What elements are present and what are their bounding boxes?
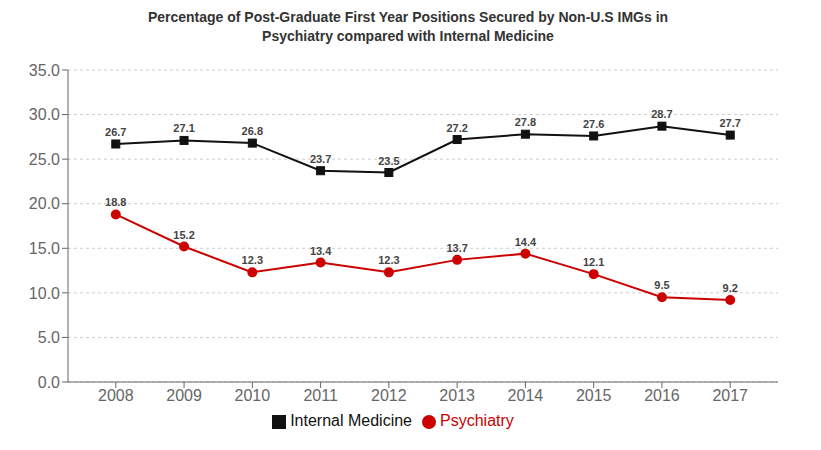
svg-text:12.3: 12.3: [242, 254, 263, 266]
svg-text:13.4: 13.4: [310, 245, 332, 257]
svg-text:27.2: 27.2: [446, 122, 467, 134]
svg-text:27.7: 27.7: [720, 117, 741, 129]
svg-text:28.7: 28.7: [651, 108, 672, 120]
svg-text:9.2: 9.2: [723, 282, 738, 294]
svg-text:2012: 2012: [371, 387, 407, 404]
svg-text:0.0: 0.0: [38, 374, 60, 391]
svg-text:2011: 2011: [303, 387, 338, 404]
svg-text:13.7: 13.7: [446, 242, 467, 254]
svg-text:2017: 2017: [712, 387, 748, 404]
html-text:Percentage of Post-Graduate Fi: Percentage of Post-Graduate First Year P…: [147, 9, 669, 44]
svg-text:14.4: 14.4: [515, 236, 537, 248]
svg-text:15.0: 15.0: [29, 240, 60, 257]
svg-text:27.8: 27.8: [515, 116, 536, 128]
svg-text:10.0: 10.0: [29, 285, 60, 302]
svg-text:20.0: 20.0: [29, 195, 60, 212]
html-text:Internal Medicine: Internal Medicine: [290, 412, 412, 429]
html-text:Psychiatry: Psychiatry: [440, 412, 514, 429]
svg-text:27.6: 27.6: [583, 118, 604, 130]
svg-text:12.3: 12.3: [378, 254, 399, 266]
svg-text:2016: 2016: [644, 387, 680, 404]
svg-text:12.1: 12.1: [583, 256, 604, 268]
svg-text:2010: 2010: [235, 387, 271, 404]
svg-text:27.1: 27.1: [173, 122, 194, 134]
svg-text:26.7: 26.7: [105, 126, 126, 138]
svg-text:26.8: 26.8: [242, 125, 263, 137]
svg-text:2009: 2009: [166, 387, 202, 404]
svg-text:15.2: 15.2: [173, 229, 194, 241]
svg-text:23.7: 23.7: [310, 153, 331, 165]
svg-text:23.5: 23.5: [378, 155, 399, 167]
svg-text:18.8: 18.8: [105, 196, 126, 208]
svg-text:9.5: 9.5: [654, 279, 669, 291]
svg-text:25.0: 25.0: [29, 151, 60, 168]
svg-text:2013: 2013: [439, 387, 475, 404]
svg-text:2015: 2015: [576, 387, 612, 404]
svg-text:2014: 2014: [508, 387, 544, 404]
svg-text:35.0: 35.0: [29, 62, 60, 79]
svg-text:2008: 2008: [98, 387, 134, 404]
svg-text:5.0: 5.0: [38, 329, 60, 346]
svg-text:30.0: 30.0: [29, 106, 60, 123]
